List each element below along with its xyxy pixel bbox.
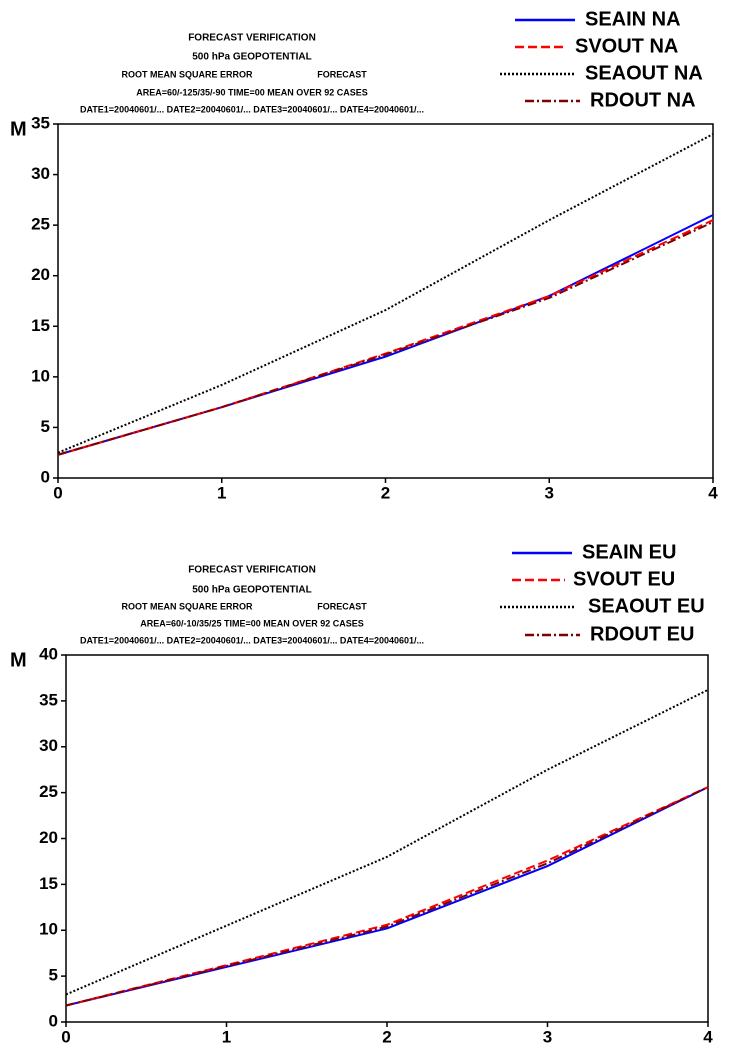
- legend-label: RDOUT EU: [590, 623, 694, 645]
- legend-label: SVOUT EU: [573, 568, 675, 590]
- plot-frame: [65, 654, 709, 1023]
- series-line: [65, 786, 709, 1007]
- chart-title: FORECAST VERIFICATION: [188, 33, 316, 44]
- x-tick-label: 1: [222, 1027, 231, 1046]
- y-tick-label: 20: [39, 828, 58, 847]
- y-tick-label: 10: [31, 366, 50, 385]
- y-tick-label: 5: [49, 966, 58, 985]
- y-tick-label: 25: [31, 215, 50, 234]
- y-tick-label: 15: [39, 874, 58, 893]
- annotation: ROOT MEAN SQUARE ERROR: [121, 601, 253, 611]
- series-line: [65, 786, 709, 1007]
- chart-subtitle: 500 hPa GEOPOTENTIAL: [192, 585, 311, 596]
- x-tick-label: 3: [545, 483, 554, 502]
- x-tick-label: 4: [708, 483, 718, 502]
- x-tick-label: 0: [53, 483, 62, 502]
- y-tick-label: 5: [41, 417, 50, 436]
- y-tick-label: 30: [39, 736, 58, 755]
- x-tick-label: 4: [703, 1027, 713, 1046]
- legend-label: RDOUT NA: [590, 89, 696, 111]
- x-tick-label: 2: [382, 1027, 391, 1046]
- annotation: FORECAST: [317, 69, 367, 79]
- series-line: [57, 221, 714, 456]
- x-tick-label: 1: [217, 483, 226, 502]
- legend-label: SEAIN EU: [582, 541, 676, 563]
- y-tick-label: 35: [31, 113, 50, 132]
- series-line: [65, 786, 709, 1007]
- chart-title: FORECAST VERIFICATION: [188, 565, 316, 576]
- y-tick-label: 25: [39, 782, 58, 801]
- y-tick-label: 10: [39, 920, 58, 939]
- x-tick-label: 2: [381, 483, 390, 502]
- plot-frame: [57, 123, 714, 479]
- x-tick-label: 3: [543, 1027, 552, 1046]
- legend-label: SEAOUT NA: [585, 62, 703, 84]
- annotation: FORECAST: [317, 601, 367, 611]
- legend-label: SVOUT NA: [575, 35, 678, 57]
- y-tick-label: 20: [31, 265, 50, 284]
- series-line: [57, 214, 714, 456]
- series-line: [65, 688, 709, 996]
- annotation: DATE1=20040601/... DATE2=20040601/... DA…: [80, 635, 424, 645]
- series-line: [57, 133, 714, 454]
- y-tick-label: 40: [39, 644, 58, 663]
- x-tick-label: 0: [61, 1027, 70, 1046]
- y-tick-label: 0: [41, 467, 50, 486]
- annotation: AREA=60/-125/35/-90 TIME=00 MEAN OVER 92…: [136, 87, 368, 97]
- annotation: AREA=60/-10/35/25 TIME=00 MEAN OVER 92 C…: [140, 618, 364, 628]
- annotation: DATE1=20040601/... DATE2=20040601/... DA…: [80, 104, 424, 114]
- y-axis-label: M: [10, 118, 27, 140]
- chart-subtitle: 500 hPa GEOPOTENTIAL: [192, 52, 311, 63]
- y-tick-label: 30: [31, 164, 50, 183]
- legend-label: SEAOUT EU: [588, 595, 705, 617]
- annotation: ROOT MEAN SQUARE ERROR: [121, 69, 253, 79]
- series-line: [57, 219, 714, 456]
- y-axis-label: M: [10, 649, 27, 671]
- y-tick-label: 35: [39, 690, 58, 709]
- y-tick-label: 15: [31, 316, 50, 335]
- legend-label: SEAIN NA: [585, 8, 681, 30]
- y-tick-label: 0: [49, 1011, 58, 1030]
